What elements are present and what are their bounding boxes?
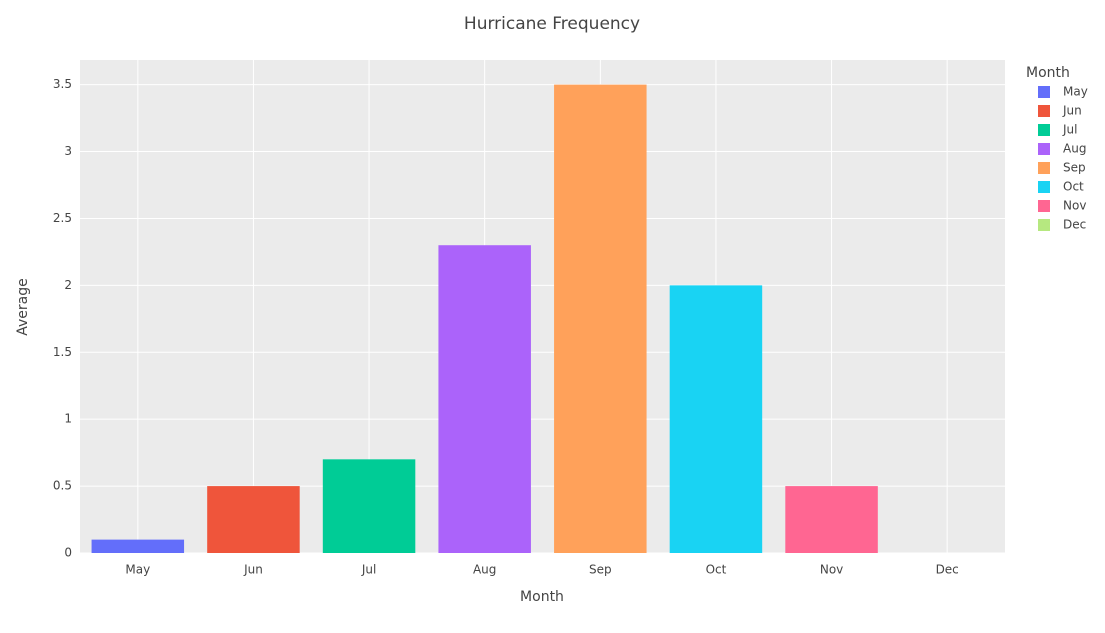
legend-swatch[interactable] [1038,143,1050,155]
legend-swatch[interactable] [1038,162,1050,174]
x-tick-label: Jun [243,563,263,577]
legend-swatch[interactable] [1038,124,1050,136]
y-tick-label: 1 [64,412,72,426]
x-tick-label: Oct [706,563,727,577]
legend-swatch[interactable] [1038,86,1050,98]
legend-swatch[interactable] [1038,200,1050,212]
bar [785,486,878,553]
chart-title: Hurricane Frequency [464,14,640,34]
legend-swatch[interactable] [1038,181,1050,193]
plot-background [80,60,1005,553]
legend-label[interactable]: Oct [1063,180,1084,194]
bar [207,486,300,553]
legend-label[interactable]: Dec [1063,218,1086,232]
legend-label[interactable]: Nov [1063,199,1086,213]
x-axis-title: Month [520,589,564,605]
legend-label[interactable]: Jul [1062,123,1077,137]
y-tick-label: 3.5 [53,77,72,91]
legend-label[interactable]: May [1063,85,1088,99]
legend-title: Month [1026,65,1070,81]
bar [554,84,647,554]
bar [438,245,531,554]
legend-swatch[interactable] [1038,219,1050,231]
y-tick-label: 0 [64,546,72,560]
y-axis-title: Average [15,278,31,336]
x-tick-label: Jul [361,563,376,577]
x-tick-label: Sep [589,563,612,577]
y-tick-label: 2 [64,278,72,292]
x-tick-label: Dec [936,563,959,577]
legend-label[interactable]: Jun [1062,104,1082,118]
y-tick-label: 2.5 [53,211,72,225]
legend-label[interactable]: Sep [1063,161,1086,175]
x-tick-label: May [125,563,150,577]
bar [669,285,763,553]
x-tick-label: Aug [473,563,496,577]
y-tick-label: 0.5 [53,479,72,493]
y-tick-label: 3 [64,144,72,158]
y-tick-label: 1.5 [53,345,72,359]
legend-label[interactable]: Aug [1063,142,1086,156]
x-tick-label: Nov [820,563,843,577]
legend-swatch[interactable] [1038,105,1050,117]
bar [91,539,185,553]
bar [322,459,416,553]
